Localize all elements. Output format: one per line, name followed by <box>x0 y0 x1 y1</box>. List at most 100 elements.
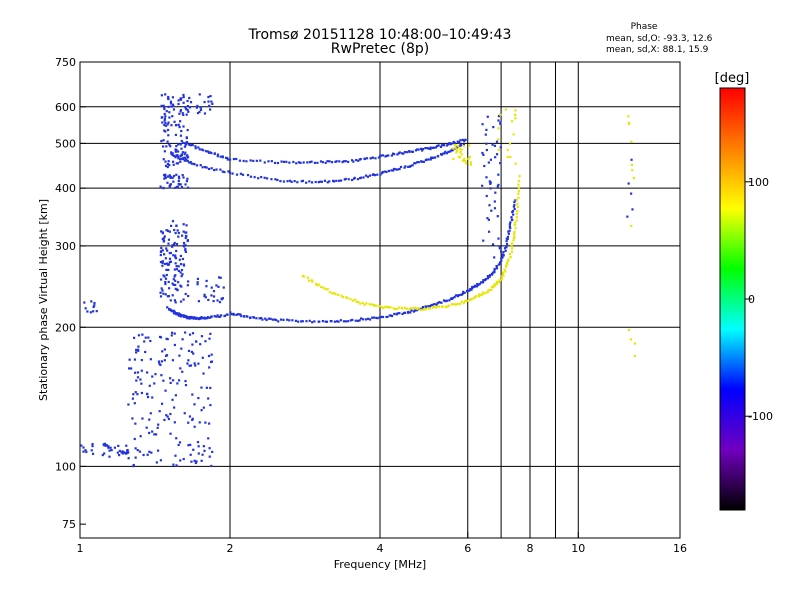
data-point <box>95 310 98 313</box>
data-point <box>184 141 187 145</box>
data-point <box>483 164 486 168</box>
chart-subtitle: RwPretec (8p) <box>331 41 429 57</box>
data-point <box>416 161 419 164</box>
data-point <box>514 227 517 230</box>
data-point <box>444 306 447 309</box>
data-point <box>107 445 110 448</box>
data-point <box>146 453 149 456</box>
data-point <box>166 306 169 309</box>
data-point <box>413 309 416 312</box>
data-point <box>200 317 203 320</box>
data-point <box>170 105 173 108</box>
data-point <box>173 241 176 245</box>
data-point <box>156 426 159 429</box>
data-point <box>449 150 452 153</box>
data-point <box>173 421 176 424</box>
data-point <box>182 93 185 97</box>
data-point <box>196 277 200 280</box>
data-point <box>174 150 177 153</box>
data-point <box>163 129 166 132</box>
data-point <box>177 281 180 284</box>
data-point <box>349 297 352 301</box>
data-point <box>271 318 274 321</box>
data-point <box>255 159 258 162</box>
data-point <box>164 121 167 124</box>
data-point <box>461 292 464 296</box>
data-point <box>175 243 179 246</box>
data-point <box>240 315 243 318</box>
data-point <box>203 165 207 169</box>
data-point <box>174 262 177 265</box>
data-point <box>435 306 438 309</box>
data-point <box>160 246 163 250</box>
data-point <box>485 194 488 198</box>
data-point <box>379 154 383 157</box>
data-point <box>171 398 174 401</box>
data-point <box>499 113 502 116</box>
data-point <box>160 94 163 97</box>
data-point <box>481 151 484 155</box>
data-point <box>166 295 169 298</box>
data-point <box>188 96 191 100</box>
data-point <box>207 95 210 99</box>
data-point <box>403 311 407 314</box>
data-point <box>137 334 141 337</box>
data-point <box>509 255 512 259</box>
data-point <box>317 181 320 184</box>
data-point <box>438 305 441 308</box>
data-point <box>177 235 180 238</box>
data-point <box>252 316 256 319</box>
data-point <box>328 290 331 294</box>
data-point <box>174 454 177 457</box>
data-point <box>168 287 171 290</box>
data-point <box>335 320 339 323</box>
data-point <box>178 354 181 357</box>
data-point <box>184 106 187 109</box>
data-point <box>171 245 174 248</box>
data-point <box>407 165 410 168</box>
data-point <box>497 119 500 122</box>
data-point <box>504 270 507 273</box>
data-point <box>181 370 184 373</box>
x-tick-label: 8 <box>527 542 534 555</box>
data-point <box>378 316 381 319</box>
data-point <box>403 306 406 310</box>
data-point <box>164 124 168 127</box>
x-tick-label: 10 <box>571 542 585 555</box>
data-point <box>513 235 516 238</box>
y-tick-label: 400 <box>55 182 76 195</box>
data-point <box>506 235 510 238</box>
data-point <box>326 160 329 163</box>
data-point <box>302 161 305 164</box>
data-point <box>133 336 136 339</box>
data-point <box>191 417 194 420</box>
data-point <box>512 236 516 240</box>
data-point <box>238 159 242 162</box>
data-point <box>197 146 200 149</box>
data-point <box>175 162 178 165</box>
data-point <box>203 449 206 452</box>
data-point <box>497 138 500 141</box>
data-point <box>424 307 428 311</box>
data-point <box>368 318 372 321</box>
data-point <box>219 276 222 279</box>
data-point <box>172 154 176 157</box>
x-tick-label: 4 <box>377 542 384 555</box>
data-point <box>380 315 383 319</box>
data-point <box>391 314 394 318</box>
data-point <box>279 180 282 183</box>
data-point <box>170 151 173 154</box>
data-point <box>432 156 435 159</box>
data-point <box>185 136 188 139</box>
data-point <box>395 307 398 311</box>
data-point <box>245 160 248 163</box>
data-point <box>514 109 517 112</box>
data-point <box>476 282 479 286</box>
data-point <box>342 160 345 163</box>
data-point <box>260 316 263 320</box>
data-point <box>297 320 300 323</box>
data-point <box>448 299 451 302</box>
data-point <box>451 148 454 151</box>
data-point <box>182 176 185 179</box>
data-point <box>141 333 144 336</box>
